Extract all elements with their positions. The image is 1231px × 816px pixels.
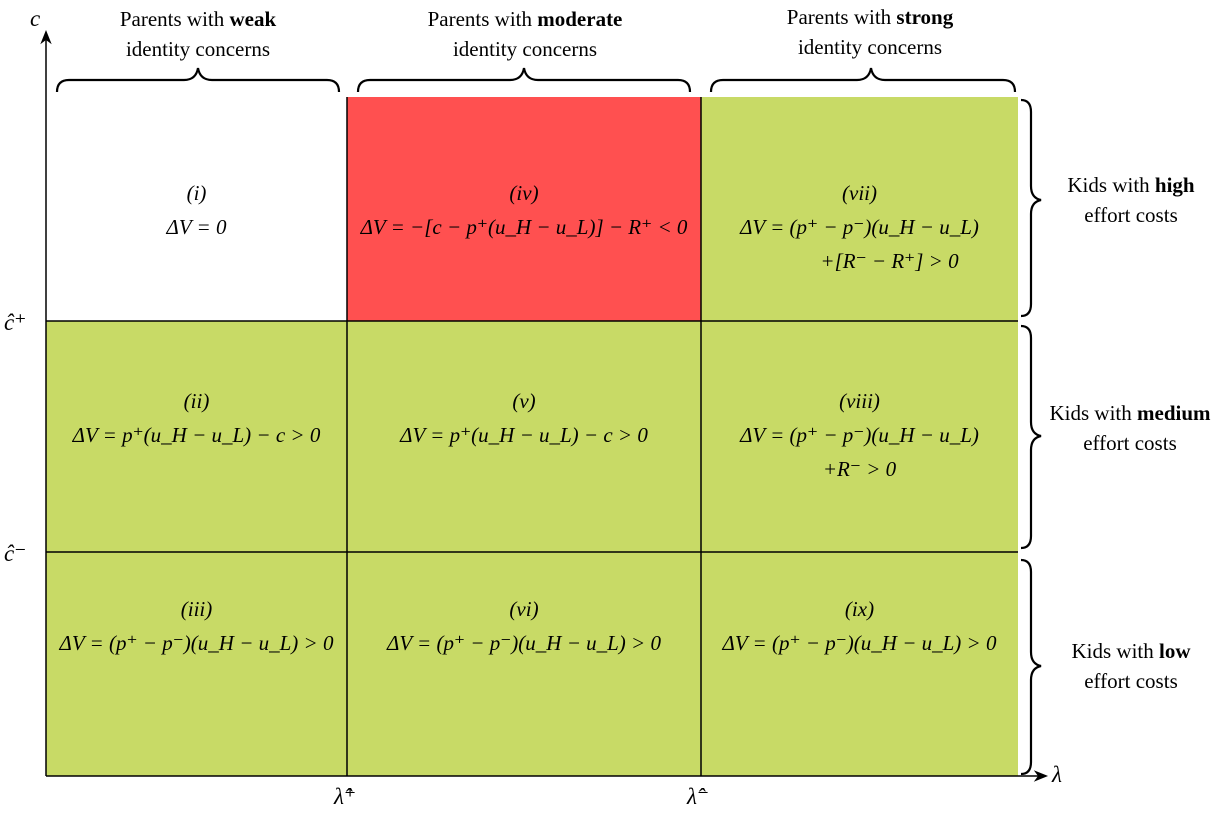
cell-ix-eq1: ΔV = (p⁺ − p⁻)(u_H − u_L) > 0 xyxy=(722,631,997,655)
brace-row-3 xyxy=(1020,558,1042,776)
cell-backgrounds xyxy=(46,97,1018,776)
column-header-strong: Parents with strong identity concerns xyxy=(712,2,1028,62)
brace-col-3 xyxy=(709,67,1017,93)
cell-i-eq1: ΔV = 0 xyxy=(166,215,227,239)
cell-iii: (iii) ΔV = (p⁺ − p⁻)(u_H − u_L) > 0 xyxy=(46,592,347,660)
y-tick-c-minus: ĉ⁻ xyxy=(4,541,27,566)
row-label-low: Kids with low effort costs xyxy=(1036,636,1226,696)
cell-vii-eq2: +[R⁻ − R⁺] > 0 xyxy=(820,249,959,273)
cell-bg-viii xyxy=(701,321,1018,552)
x-axis-label: λ xyxy=(1052,762,1062,787)
row-label-low-bold: low xyxy=(1159,639,1191,663)
cell-bg-ix xyxy=(701,552,1018,776)
cell-bg-i xyxy=(46,97,347,321)
cell-vi-eq1: ΔV = (p⁺ − p⁻)(u_H − u_L) > 0 xyxy=(387,631,661,655)
column-header-moderate-bold: moderate xyxy=(537,7,623,31)
grid-lines xyxy=(46,97,1018,776)
cell-bg-v xyxy=(347,321,701,552)
cell-ii: (ii) ΔV = p⁺(u_H − u_L) − c > 0 xyxy=(46,384,347,452)
cell-bg-iv xyxy=(347,97,701,321)
column-header-weak-pre: Parents with xyxy=(119,7,230,31)
row-label-high-bold: high xyxy=(1154,173,1195,197)
row-label-low-line2: effort costs xyxy=(1084,669,1178,693)
cell-viii: (viii) ΔV = (p⁺ − p⁻)(u_H − u_L) +R⁻ > 0 xyxy=(701,384,1018,486)
cell-viii-tag: (viii) xyxy=(839,389,880,413)
cell-ii-tag: (ii) xyxy=(183,389,210,413)
y-tick-c-plus: ĉ⁺ xyxy=(4,310,27,335)
y-axis-label: c xyxy=(30,6,41,31)
cell-bg-vii xyxy=(701,97,1018,321)
cell-ii-eq1: ΔV = p⁺(u_H − u_L) − c > 0 xyxy=(72,423,321,447)
cell-vi: (vi) ΔV = (p⁺ − p⁻)(u_H − u_L) > 0 xyxy=(347,592,701,660)
cell-vii-tag: (vii) xyxy=(842,181,877,205)
column-header-strong-bold: strong xyxy=(896,5,954,29)
column-header-moderate: Parents with moderate identity concerns xyxy=(362,4,688,64)
column-header-moderate-pre: Parents with xyxy=(427,7,538,31)
cell-bg-iii xyxy=(46,552,347,776)
brace-col-1 xyxy=(55,67,341,93)
cell-v-tag: (v) xyxy=(512,389,536,413)
brace-row-2 xyxy=(1020,324,1042,550)
cell-iv: (iv) ΔV = −[c − p⁺(u_H − u_L)] − R⁺ < 0 xyxy=(347,176,701,244)
row-label-medium-bold: medium xyxy=(1137,401,1211,425)
cell-vii: (vii) ΔV = (p⁺ − p⁻)(u_H − u_L) +[R⁻ − R… xyxy=(701,176,1018,278)
brace-col-2 xyxy=(356,67,692,93)
cell-v-eq1: ΔV = p⁺(u_H − u_L) − c > 0 xyxy=(400,423,648,447)
cell-iii-tag: (iii) xyxy=(180,597,213,621)
right-braces xyxy=(1020,98,1042,776)
column-header-weak-line2: identity concerns xyxy=(125,37,271,61)
column-header-weak-bold: weak xyxy=(229,7,277,31)
row-label-high-line2: effort costs xyxy=(1084,203,1178,227)
cell-ix-tag: (ix) xyxy=(844,597,875,621)
column-header-strong-line2: identity concerns xyxy=(797,35,943,59)
axes xyxy=(40,29,1049,782)
cell-ix: (ix) ΔV = (p⁺ − p⁻)(u_H − u_L) > 0 xyxy=(701,592,1018,660)
x-tick-lambda-minus: λ̂⁻ xyxy=(687,784,710,809)
row-label-high: Kids with high effort costs xyxy=(1036,170,1226,230)
cell-vi-tag: (vi) xyxy=(509,597,539,621)
row-label-medium-line2: effort costs xyxy=(1083,431,1177,455)
y-axis-arrow xyxy=(40,29,52,45)
row-label-medium-pre: Kids with xyxy=(1049,401,1137,425)
cell-vii-eq1: ΔV = (p⁺ − p⁻)(u_H − u_L) xyxy=(740,215,979,239)
cell-i-tag: (i) xyxy=(186,181,207,205)
column-header-weak: Parents with weak identity concerns xyxy=(60,4,336,64)
cell-iv-eq1: ΔV = −[c − p⁺(u_H − u_L)] − R⁺ < 0 xyxy=(360,215,688,239)
x-tick-lambda-plus: λ̂⁺ xyxy=(334,784,357,809)
column-header-moderate-line2: identity concerns xyxy=(452,37,598,61)
cell-i: (i) ΔV = 0 xyxy=(46,176,347,244)
cell-iii-eq1: ΔV = (p⁺ − p⁻)(u_H − u_L) > 0 xyxy=(59,631,334,655)
row-label-low-pre: Kids with xyxy=(1071,639,1159,663)
x-axis-arrow xyxy=(1033,770,1049,782)
cell-bg-vi xyxy=(347,552,701,776)
top-braces xyxy=(55,67,1017,93)
cell-iv-tag: (iv) xyxy=(509,181,539,205)
row-label-medium: Kids with medium effort costs xyxy=(1030,398,1230,458)
cell-v: (v) ΔV = p⁺(u_H − u_L) − c > 0 xyxy=(347,384,701,452)
cell-viii-eq2: +R⁻ > 0 xyxy=(822,457,897,481)
brace-row-1 xyxy=(1020,98,1042,318)
cell-bg-ii xyxy=(46,321,347,552)
row-label-high-pre: Kids with xyxy=(1067,173,1155,197)
column-header-strong-pre: Parents with xyxy=(786,5,897,29)
cell-viii-eq1: ΔV = (p⁺ − p⁻)(u_H − u_L) xyxy=(740,423,979,447)
